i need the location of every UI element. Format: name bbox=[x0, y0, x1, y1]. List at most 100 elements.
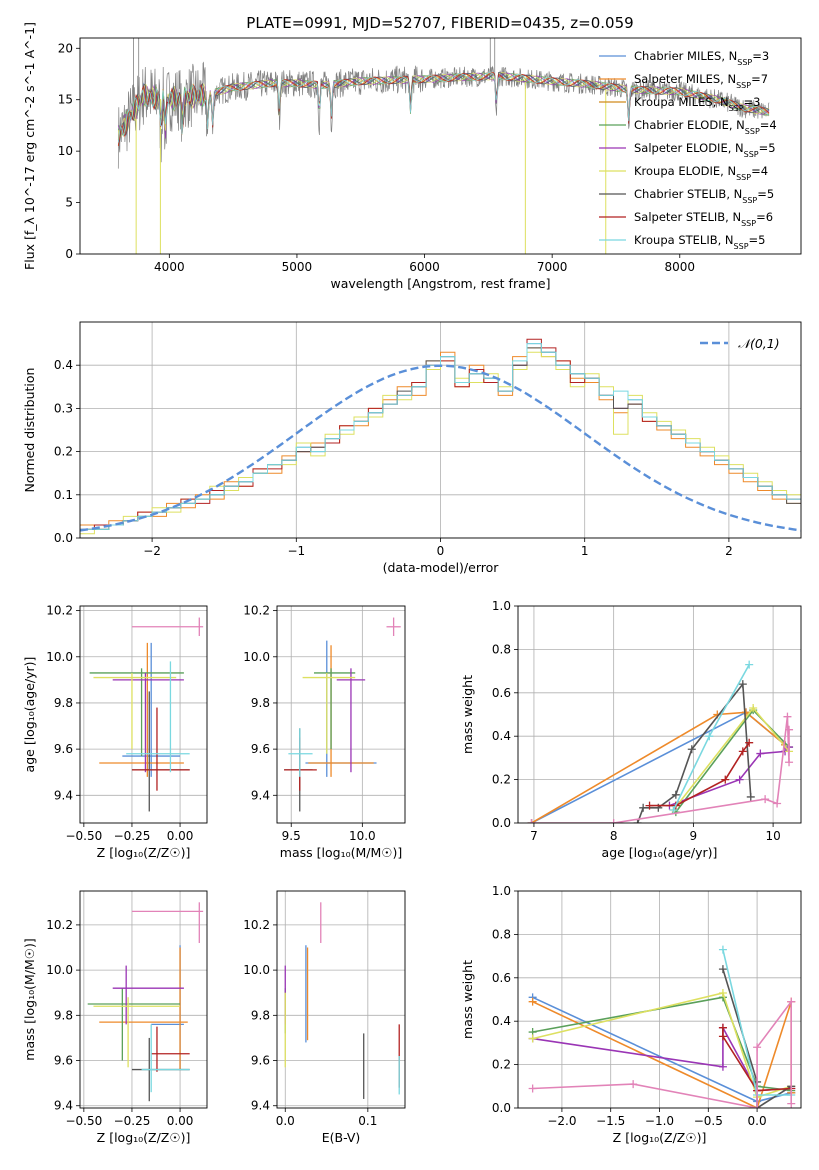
mass-weight-vs-Z-marker-pink bbox=[753, 1104, 762, 1108]
mass-weight-vs-Z-xtick-label: 0.0 bbox=[748, 1114, 767, 1128]
mass-weight-vs-Z-ytick-label: 0.8 bbox=[492, 927, 511, 941]
mass-weight-vs-Z-ytick-label: 0.6 bbox=[492, 971, 511, 985]
mass-weight-vs-age-ytick-label: 0.8 bbox=[492, 642, 511, 656]
mass-weight-vs-Z-marker-pink bbox=[787, 1099, 796, 1108]
axes-frame bbox=[79, 37, 802, 255]
mass-weight-vs-Z-ylabel: mass weight bbox=[460, 960, 475, 1039]
mass-vs-Z-ytick-label: 9.4 bbox=[54, 1099, 73, 1113]
mass-vs-Z-xtick-label: −0.25 bbox=[114, 1114, 151, 1128]
mass-weight-vs-Z-ytick-label: 0.4 bbox=[492, 1014, 511, 1028]
mass-weight-vs-age-marker-salpeter-elodie bbox=[735, 775, 744, 784]
age-vs-Z-xtick-label: −0.50 bbox=[65, 829, 102, 843]
mass-weight-vs-Z-line-chabrier-elodie bbox=[532, 996, 792, 1092]
mass-weight-vs-age-ytick-label: 0.6 bbox=[492, 686, 511, 700]
mass-vs-Z-xtick-label: 0.00 bbox=[167, 1114, 194, 1128]
mass-vs-Z-ytick-label: 9.6 bbox=[54, 1054, 73, 1068]
axes-frame bbox=[276, 605, 406, 824]
mass-weight-vs-Z-marker-salpeter-stelib bbox=[718, 1023, 727, 1032]
mass-weight-vs-Z-plot-area bbox=[518, 891, 801, 1108]
mass-weight-vs-age-xtick-label: 10 bbox=[765, 829, 780, 843]
mass-weight-vs-Z-panel: −2.0 −1.5 −1.0 −0.5 0.0 0.0 0.2 0.4 0.6 0.8 1.0 Z [… bbox=[460, 884, 802, 1145]
mass-weight-vs-Z-ytick-label: 0.2 bbox=[492, 1058, 511, 1072]
spectrum-xtick-label: 7000 bbox=[537, 260, 568, 274]
spectrum-legend: Chabrier MILES, NSSP=3 Salpeter MILES, NS… bbox=[599, 49, 777, 251]
figure-title: PLATE=0991, MJD=52707, FIBERID=0435, z=0… bbox=[246, 14, 633, 32]
mass-vs-ebv-ytick-label: 9.8 bbox=[251, 1008, 270, 1022]
mass-weight-vs-age-marker-chabrier-stelib bbox=[738, 680, 747, 689]
mass-weight-vs-age-ytick-label: 0.4 bbox=[492, 729, 511, 743]
mass-weight-vs-age-marker-chabrier-stelib bbox=[633, 819, 642, 823]
spectrum-ytick-label: 20 bbox=[58, 41, 73, 55]
spectrum-xtick-label: 5000 bbox=[282, 260, 313, 274]
residuals-ytick-label: 0.1 bbox=[54, 488, 73, 502]
mass-weight-vs-Z-line-salpeter-stelib bbox=[722, 1027, 792, 1092]
residuals-ylabel: Normed distribution bbox=[22, 368, 37, 493]
residuals-plot-area bbox=[80, 322, 801, 538]
mass-weight-vs-age-marker-pink bbox=[761, 795, 770, 804]
residual-histogram-kroupa-stelib bbox=[80, 343, 801, 538]
mass-weight-vs-age-xtick-label: 9 bbox=[690, 829, 698, 843]
residuals-xtick-label: 0 bbox=[437, 544, 445, 558]
age-vs-mass-xlabel: mass [log₁₀(M/M☉)] bbox=[280, 845, 402, 860]
age-vs-Z-xlabel: Z [log₁₀(Z/Z☉)] bbox=[97, 845, 191, 860]
residuals-xtick-label: −2 bbox=[143, 544, 161, 558]
mass-vs-Z-plot-area bbox=[80, 891, 207, 1108]
age-vs-Z-ytick-label: 10.2 bbox=[46, 604, 73, 618]
mass-weight-vs-age-marker-chabrier-stelib bbox=[687, 745, 696, 754]
mass-weight-vs-Z-xtick-label: −2.0 bbox=[547, 1114, 576, 1128]
mass-weight-vs-Z-xtick-label: −1.0 bbox=[645, 1114, 674, 1128]
spectrum-model-line-kroupa-elodie bbox=[117, 72, 770, 137]
residuals-xtick-label: −1 bbox=[287, 544, 305, 558]
age-vs-Z-xtick-label: 0.00 bbox=[167, 829, 194, 843]
age-vs-Z-ylabel: age [log₁₀(age/yr)] bbox=[22, 657, 37, 773]
spectrum-ytick-label: 5 bbox=[65, 196, 73, 210]
mass-weight-vs-age-marker-pink bbox=[785, 758, 794, 767]
mass-weight-vs-age-xtick-label: 8 bbox=[610, 829, 618, 843]
legend-label-salpeter-stelib: Salpeter STELIB, NSSP=6 bbox=[634, 210, 773, 228]
spectrum-xtick-label: 4000 bbox=[154, 260, 185, 274]
mass-weight-vs-age-marker-pink bbox=[785, 725, 794, 734]
spectrum-model-line-kroupa-stelib bbox=[117, 72, 770, 143]
mass-weight-vs-Z-xlabel: Z [log₁₀(Z/Z☉)] bbox=[613, 1130, 707, 1145]
mass-weight-vs-age-marker-chabrier-stelib bbox=[639, 803, 648, 812]
mass-vs-Z-ytick-label: 10.0 bbox=[46, 963, 73, 977]
mass-weight-vs-age-xtick-label: 7 bbox=[530, 829, 538, 843]
gaussian-legend-label: 𝒩(0,1) bbox=[738, 336, 780, 351]
mass-vs-ebv-xlabel: E(B-V) bbox=[322, 1130, 361, 1145]
mass-weight-vs-age-marker-salpeter-miles bbox=[741, 708, 750, 717]
mass-weight-vs-Z-ytick-label: 1.0 bbox=[492, 884, 511, 898]
mass-weight-vs-age-marker-kroupa-elodie bbox=[749, 703, 758, 712]
mass-weight-vs-Z-marker-kroupa-elodie bbox=[528, 1034, 537, 1043]
mass-vs-ebv-plot-area bbox=[277, 891, 405, 1108]
spectrum-plot-area bbox=[117, 38, 770, 254]
mass-vs-ebv-ytick-label: 9.4 bbox=[251, 1099, 270, 1113]
mass-weight-vs-age-marker-chabrier-stelib bbox=[746, 792, 755, 801]
mass-weight-vs-Z-marker-kroupa-elodie bbox=[718, 988, 727, 997]
mass-weight-vs-Z-line-kroupa-elodie bbox=[532, 992, 792, 1099]
age-vs-Z-ytick-label: 9.4 bbox=[54, 788, 73, 802]
mass-weight-vs-age-ytick-label: 0.2 bbox=[492, 773, 511, 787]
age-vs-mass-panel: 9.5 10.0 9.4 9.6 9.8 10.0 10.2 mass [log₁₀(M/M☉… bbox=[243, 604, 406, 860]
age-vs-Z-ytick-label: 9.6 bbox=[54, 742, 73, 756]
mass-weight-vs-age-ylabel: mass weight bbox=[460, 675, 475, 754]
spectrum-panel: 4000 5000 6000 7000 8000 0 5 10 15 20 wavelength [… bbox=[22, 22, 802, 291]
residuals-ytick-label: 0.4 bbox=[54, 358, 73, 372]
age-vs-Z-panel: −0.50 −0.25 0.00 9.4 9.6 9.8 10.0 10.2 Z [log₁₀(… bbox=[22, 604, 208, 860]
spectrum-ytick-label: 10 bbox=[58, 144, 73, 158]
mass-weight-vs-age-marker-pink bbox=[527, 819, 536, 823]
axes-frame bbox=[517, 890, 802, 1109]
legend-label-kroupa-miles: Kroupa MILES, NSSP=3 bbox=[634, 95, 760, 113]
spectrum-ytick-label: 0 bbox=[65, 247, 73, 261]
mass-weight-vs-Z-xtick-label: −0.5 bbox=[694, 1114, 723, 1128]
mass-weight-vs-age-marker-pink bbox=[773, 799, 782, 808]
mass-vs-Z-ylabel: mass [log₁₀(M/M☉)] bbox=[22, 938, 37, 1060]
age-vs-Z-plot-area bbox=[80, 606, 207, 823]
residuals-ytick-label: 0.2 bbox=[54, 445, 73, 459]
gaussian-curve bbox=[80, 364, 801, 532]
legend-label-kroupa-elodie: Kroupa ELODIE, NSSP=4 bbox=[634, 164, 768, 182]
mass-weight-vs-Z-xtick-label: −1.5 bbox=[596, 1114, 625, 1128]
mass-weight-vs-age-marker-chabrier-stelib bbox=[671, 790, 680, 799]
mass-weight-vs-age-ytick-label: 1.0 bbox=[492, 599, 511, 613]
residuals-xtick-label: 2 bbox=[725, 544, 733, 558]
